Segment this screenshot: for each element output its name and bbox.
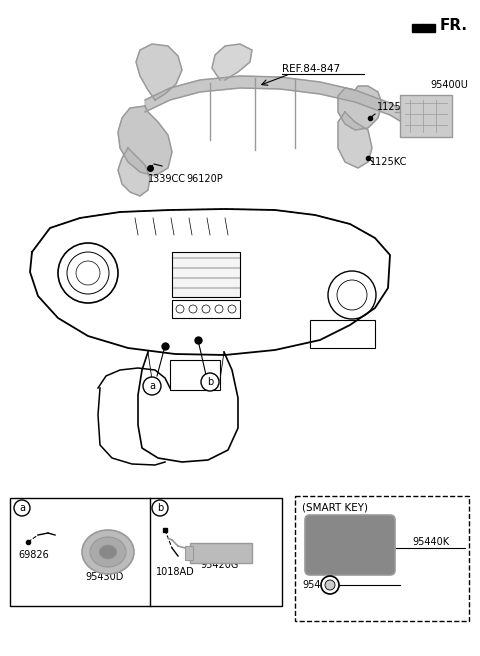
- Ellipse shape: [99, 545, 117, 559]
- Text: 1125KC: 1125KC: [370, 157, 408, 167]
- Polygon shape: [118, 106, 172, 176]
- Text: 95430D: 95430D: [85, 572, 123, 582]
- Text: 95420G: 95420G: [200, 560, 239, 570]
- Circle shape: [143, 377, 161, 395]
- Text: 1018AD: 1018AD: [156, 567, 195, 577]
- Text: (SMART KEY): (SMART KEY): [302, 502, 368, 512]
- Circle shape: [14, 500, 30, 516]
- Text: a: a: [19, 503, 25, 513]
- FancyBboxPatch shape: [305, 515, 395, 575]
- Text: 95400U: 95400U: [430, 80, 468, 90]
- Text: 95413A: 95413A: [302, 580, 339, 590]
- Circle shape: [152, 500, 168, 516]
- Bar: [190, 543, 252, 563]
- Polygon shape: [338, 112, 372, 168]
- Polygon shape: [118, 148, 150, 196]
- Polygon shape: [145, 76, 415, 130]
- Bar: [10, 498, 282, 606]
- Circle shape: [321, 576, 339, 594]
- Bar: [170, 360, 220, 390]
- Bar: [172, 300, 240, 318]
- Polygon shape: [338, 86, 382, 130]
- Text: 1125KC: 1125KC: [377, 102, 414, 112]
- Text: FR.: FR.: [440, 18, 468, 33]
- Bar: [400, 95, 452, 137]
- Ellipse shape: [82, 530, 134, 574]
- Bar: [172, 252, 240, 297]
- Polygon shape: [212, 44, 252, 80]
- Text: 95440K: 95440K: [412, 537, 449, 547]
- Text: REF.84-847: REF.84-847: [282, 64, 340, 74]
- Bar: [310, 320, 375, 348]
- Polygon shape: [136, 44, 182, 100]
- Text: 1339CC: 1339CC: [148, 174, 186, 184]
- Text: 96120P: 96120P: [186, 174, 223, 184]
- Circle shape: [325, 580, 335, 590]
- Circle shape: [201, 373, 219, 391]
- Text: 69826: 69826: [18, 550, 49, 560]
- Bar: [295, 496, 469, 621]
- Text: a: a: [149, 381, 155, 391]
- Bar: [185, 546, 193, 560]
- Text: b: b: [157, 503, 163, 513]
- Text: b: b: [207, 377, 213, 387]
- Polygon shape: [412, 24, 435, 32]
- Ellipse shape: [90, 537, 126, 567]
